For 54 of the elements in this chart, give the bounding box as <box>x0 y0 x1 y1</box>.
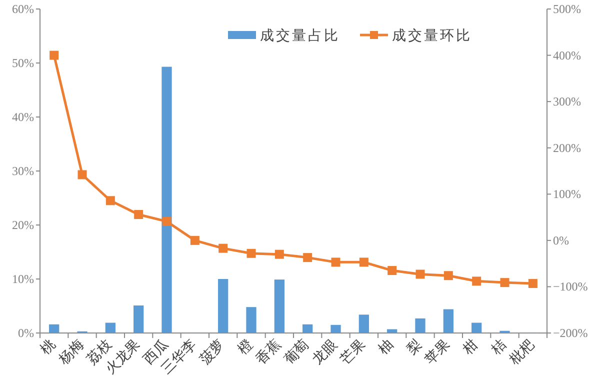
y-tick-label: 60% <box>12 2 34 16</box>
y2-tick-label: 400% <box>553 48 581 62</box>
point <box>218 244 228 253</box>
point <box>162 216 172 226</box>
point <box>303 253 312 262</box>
bar <box>443 309 454 333</box>
bar <box>274 280 284 333</box>
y2-tick-label: −100% <box>553 280 588 294</box>
x-tick-label: 桃 <box>38 336 59 358</box>
y-tick-label: 10% <box>12 272 34 286</box>
x-tick-label: 芒果 <box>338 336 369 368</box>
bar <box>472 322 482 333</box>
point <box>246 248 256 258</box>
legend-label: 成交量环比 <box>392 28 472 44</box>
point <box>388 266 397 276</box>
point <box>78 170 87 180</box>
y2-tick-label: 300% <box>553 94 581 109</box>
point <box>50 50 59 60</box>
bar <box>49 324 60 333</box>
y-tick-label: 0% <box>18 326 34 340</box>
point <box>134 210 144 220</box>
y2-tick-label: 200% <box>553 140 581 155</box>
x-tick-label: 柚 <box>376 336 397 358</box>
x-tick-label: 菠萝 <box>196 336 228 368</box>
bar <box>387 329 398 333</box>
point <box>444 271 453 280</box>
y2-tick-label: 0% <box>553 233 569 248</box>
point <box>472 276 482 286</box>
point <box>528 278 538 288</box>
point <box>331 258 340 267</box>
y-tick-label: 20% <box>12 218 34 232</box>
bar <box>415 318 426 333</box>
point <box>416 270 425 279</box>
y2-tick-label: 500% <box>553 2 581 16</box>
point <box>500 278 510 288</box>
bar <box>246 307 256 333</box>
x-tick-label: 柑 <box>459 336 482 358</box>
bar <box>302 324 313 333</box>
y2-tick-label: −200% <box>553 326 588 340</box>
bar <box>105 322 116 333</box>
y-tick-label: 30% <box>12 164 34 178</box>
bar <box>134 305 144 333</box>
y-tick-label: 50% <box>12 56 34 70</box>
point <box>359 258 368 267</box>
legend-label: 成交量占比 <box>260 28 340 44</box>
point <box>274 250 284 259</box>
bar <box>330 324 341 333</box>
point <box>190 236 200 245</box>
bar <box>162 66 172 333</box>
y-tick-label: 40% <box>12 110 34 124</box>
bar <box>218 279 228 333</box>
bar <box>358 314 369 333</box>
point <box>106 196 115 206</box>
y2-tick-label: 100% <box>553 187 581 202</box>
